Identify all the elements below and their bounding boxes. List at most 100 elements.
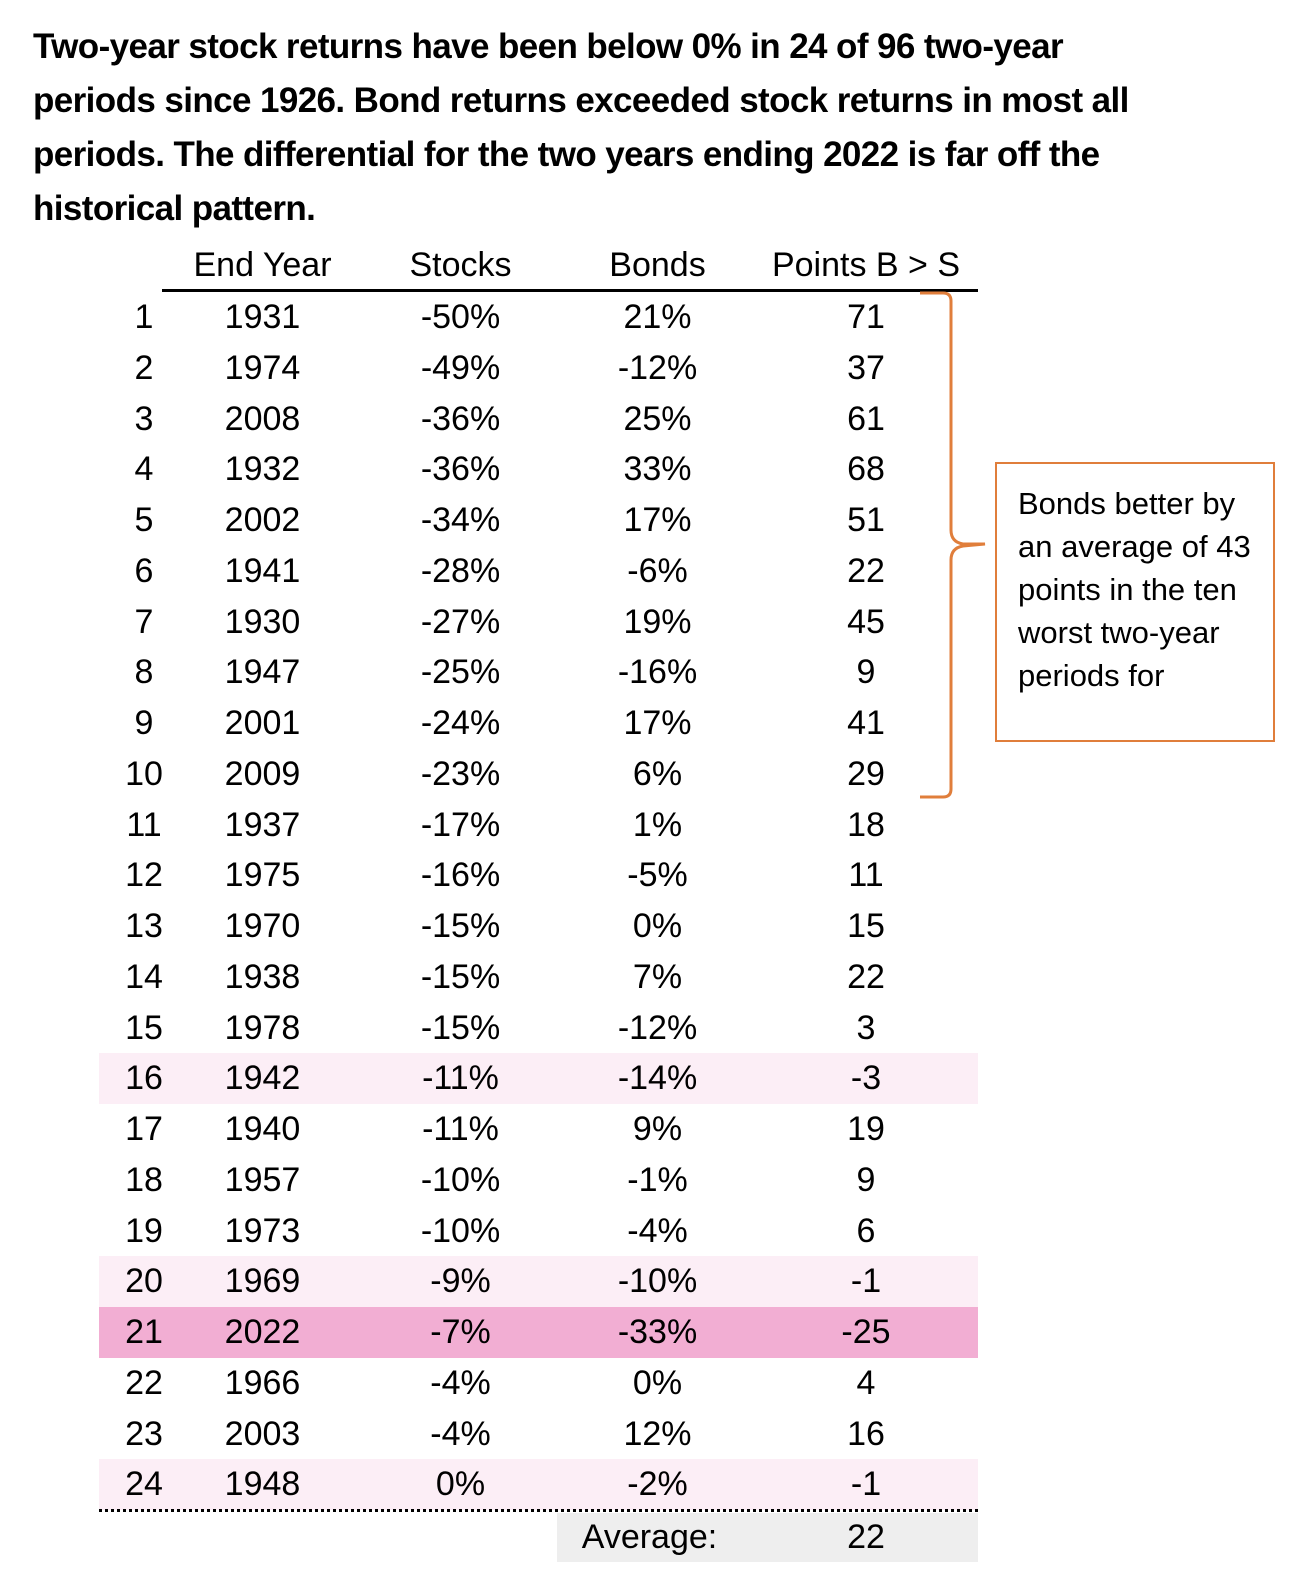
row-stocks: -34%: [420, 501, 501, 539]
row-points: -25: [841, 1313, 891, 1351]
row-bonds: 0%: [632, 907, 683, 945]
row-bonds: -12%: [617, 348, 698, 387]
table-header: End Year Stocks Bonds Points B > S: [0, 238, 1306, 292]
row-stocks: -24%: [420, 704, 501, 742]
row-end-year: 1948: [224, 1465, 301, 1504]
row-stocks: -10%: [420, 1211, 501, 1250]
row-stocks: -7%: [430, 1313, 491, 1351]
table-row: 4 1932 -36% 33% 68: [0, 444, 1306, 495]
row-end-year: 1931: [224, 298, 301, 336]
row-end-year: 1969: [224, 1262, 301, 1301]
row-end-year: 1970: [224, 907, 301, 945]
row-bonds: 33%: [623, 450, 692, 489]
row-end-year: 2002: [224, 501, 301, 539]
row-stocks: -28%: [420, 551, 501, 590]
row-stocks: -36%: [420, 399, 501, 438]
row-rank: 22: [125, 1363, 163, 1402]
row-end-year: 1941: [224, 551, 301, 590]
row-end-year: 1957: [224, 1160, 301, 1199]
row-rank: 23: [125, 1414, 163, 1453]
row-rank: 9: [134, 704, 154, 742]
table-row: 8 1947 -25% -16% 9: [0, 647, 1306, 698]
row-rank: 11: [126, 805, 162, 844]
header-end-year: End Year: [193, 246, 332, 284]
row-rank: 20: [125, 1262, 163, 1301]
callout-text: Bonds better by an average of 43 points …: [1018, 486, 1251, 693]
row-rank: 16: [125, 1059, 163, 1098]
row-points: 71: [847, 298, 885, 336]
row-points: 22: [847, 957, 885, 996]
row-end-year: 1978: [224, 1008, 301, 1047]
table-row: 20 1969 -9% -10% -1: [0, 1256, 1306, 1308]
row-points: 6: [856, 1211, 876, 1250]
row-bonds: 7%: [632, 957, 683, 996]
row-points: 18: [847, 805, 885, 844]
row-bonds: 19%: [623, 602, 692, 641]
row-end-year: 1938: [224, 957, 301, 996]
average-label: Average:: [581, 1518, 718, 1556]
table-row: 14 1938 -15% 7% 22: [0, 952, 1306, 1003]
row-end-year: 1937: [224, 805, 301, 844]
row-stocks: -10%: [420, 1160, 501, 1199]
row-points: 11: [848, 856, 884, 895]
table-row: 18 1957 -10% -1% 9: [0, 1155, 1306, 1206]
row-points: 29: [847, 754, 885, 793]
table-row: 23 2003 -4% 12% 16: [0, 1409, 1306, 1460]
row-bonds: -33%: [617, 1313, 698, 1351]
row-rank: 18: [125, 1160, 163, 1199]
row-points: 61: [847, 399, 885, 438]
bracket-path: [920, 291, 986, 799]
row-points: 16: [847, 1414, 885, 1453]
row-stocks: -15%: [420, 1008, 501, 1047]
row-end-year: 2008: [224, 399, 301, 438]
row-end-year: 2001: [224, 704, 301, 742]
row-bonds: 12%: [623, 1414, 692, 1453]
row-end-year: 1974: [224, 348, 301, 387]
row-points: 9: [856, 653, 876, 692]
row-stocks: -15%: [420, 957, 501, 996]
row-rank: 15: [125, 1008, 163, 1047]
row-stocks: -36%: [420, 450, 501, 489]
row-stocks: -17%: [420, 805, 501, 844]
row-stocks: -4%: [430, 1363, 491, 1402]
row-points: 41: [847, 704, 885, 742]
chart-title: Two-year stock returns have been below 0…: [33, 27, 1129, 228]
header-bonds: Bonds: [609, 246, 706, 284]
row-bonds: 6%: [632, 754, 683, 793]
row-bonds: 17%: [623, 501, 692, 539]
row-points: 9: [856, 1160, 876, 1199]
row-rank: 13: [125, 907, 163, 945]
row-bonds: 9%: [632, 1110, 683, 1148]
row-end-year: 2009: [224, 754, 301, 793]
row-rank: 4: [134, 450, 154, 489]
row-rank: 17: [125, 1110, 163, 1148]
table-row: 21 2022 -7% -33% -25: [0, 1307, 1306, 1358]
row-points: 3: [856, 1008, 876, 1047]
table-row: 9 2001 -24% 17% 41: [0, 698, 1306, 749]
row-points: 68: [847, 450, 885, 489]
row-stocks: -27%: [420, 602, 501, 641]
row-end-year: 1932: [224, 450, 301, 489]
row-rank: 5: [134, 501, 154, 539]
table-row: 5 2002 -34% 17% 51: [0, 495, 1306, 546]
row-points: -1: [850, 1262, 882, 1301]
row-stocks: -23%: [420, 754, 501, 793]
row-highlight: [99, 1256, 978, 1308]
row-bonds: -4%: [627, 1211, 688, 1250]
row-points: 45: [847, 602, 885, 641]
row-end-year: 1975: [224, 856, 301, 895]
row-bonds: -14%: [617, 1059, 698, 1098]
table-row: 1 1931 -50% 21% 71: [0, 292, 1306, 343]
row-highlight: [99, 1459, 978, 1511]
bracket-icon: [920, 291, 986, 799]
callout-box: Bonds better by an average of 43 points …: [995, 462, 1275, 742]
row-points: 51: [847, 501, 885, 539]
row-rank: 19: [125, 1211, 163, 1250]
header-stocks: Stocks: [409, 246, 512, 284]
row-end-year: 2022: [224, 1313, 301, 1351]
row-rank: 6: [134, 551, 154, 590]
row-bonds: -12%: [617, 1008, 698, 1047]
average-divider: [99, 1509, 978, 1512]
row-end-year: 1942: [224, 1059, 301, 1098]
row-rank: 8: [134, 653, 154, 692]
